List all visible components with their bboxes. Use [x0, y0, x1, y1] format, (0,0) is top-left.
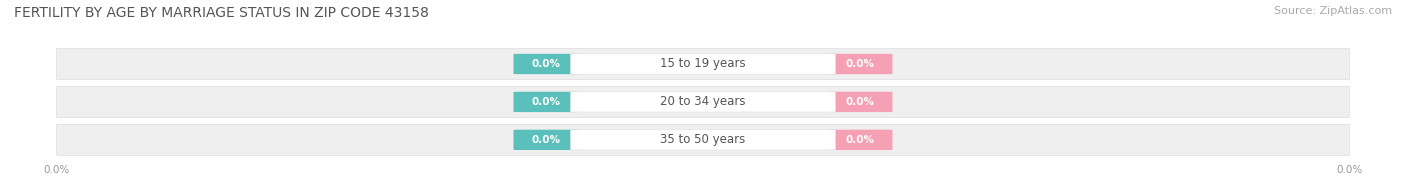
FancyBboxPatch shape	[56, 48, 1350, 80]
Text: Source: ZipAtlas.com: Source: ZipAtlas.com	[1274, 6, 1392, 16]
Text: 0.0%: 0.0%	[845, 59, 875, 69]
Legend: Married, Unmarried: Married, Unmarried	[626, 192, 780, 196]
FancyBboxPatch shape	[571, 92, 835, 112]
FancyBboxPatch shape	[513, 54, 579, 74]
Text: 0.0%: 0.0%	[845, 97, 875, 107]
Text: FERTILITY BY AGE BY MARRIAGE STATUS IN ZIP CODE 43158: FERTILITY BY AGE BY MARRIAGE STATUS IN Z…	[14, 6, 429, 20]
Text: 15 to 19 years: 15 to 19 years	[661, 57, 745, 71]
Text: 0.0%: 0.0%	[531, 135, 561, 145]
FancyBboxPatch shape	[827, 54, 893, 74]
FancyBboxPatch shape	[513, 130, 579, 150]
FancyBboxPatch shape	[56, 86, 1350, 117]
FancyBboxPatch shape	[513, 92, 579, 112]
Text: 35 to 50 years: 35 to 50 years	[661, 133, 745, 146]
Text: 0.0%: 0.0%	[531, 59, 561, 69]
FancyBboxPatch shape	[56, 124, 1350, 155]
FancyBboxPatch shape	[571, 54, 835, 74]
FancyBboxPatch shape	[827, 130, 893, 150]
FancyBboxPatch shape	[571, 130, 835, 150]
Text: 0.0%: 0.0%	[531, 97, 561, 107]
Text: 0.0%: 0.0%	[845, 135, 875, 145]
FancyBboxPatch shape	[827, 92, 893, 112]
Text: 20 to 34 years: 20 to 34 years	[661, 95, 745, 108]
